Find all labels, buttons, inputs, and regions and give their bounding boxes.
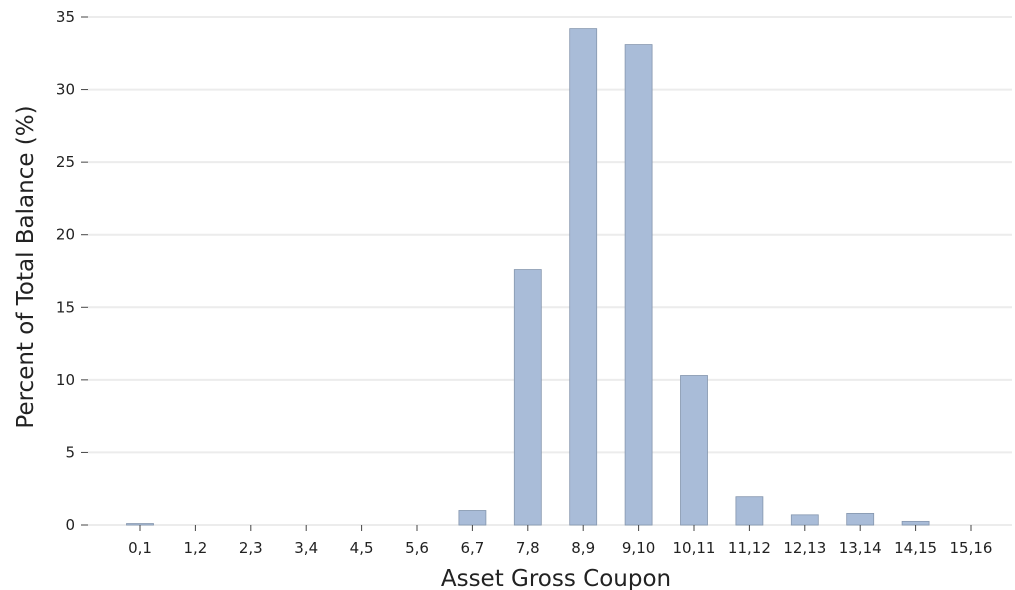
y-tick-label: 30 [56,81,75,99]
x-tick-label: 13,14 [839,539,882,557]
x-tick-label: 0,1 [128,539,152,557]
bar-7-8 [513,269,542,526]
bar-13-14 [846,512,875,526]
x-tick-label: 8,9 [571,539,595,557]
x-tick-label: 11,12 [728,539,771,557]
bar-11-12 [735,496,764,526]
y-tick-label: 35 [56,8,75,26]
x-axis-title: Asset Gross Coupon [441,566,671,590]
x-tick-label: 6,7 [460,539,484,557]
x-tick-label: 2,3 [239,539,263,557]
y-tick-label: 10 [56,371,75,389]
bar-9-10 [624,44,653,526]
bar-0-1 [126,523,154,526]
y-tick-label: 15 [56,298,75,316]
x-tick-label: 7,8 [516,539,540,557]
gridlines [88,16,1012,526]
bar-14-15 [901,520,930,526]
y-tick-label: 5 [65,443,75,461]
bar-8-9 [569,28,598,526]
x-axis-ticks: 0,1 1,2 2,3 3,4 4,5 5,6 6,7 7,8 8,9 9,10 10,11 11,1… [128,525,992,557]
bar-10-11 [680,375,708,526]
x-tick-label: 3,4 [294,539,318,557]
y-axis-title: Percent of Total Balance (%) [13,105,39,428]
x-tick-label: 5,6 [405,539,429,557]
y-tick-label: 0 [65,516,75,534]
x-tick-label: 1,2 [183,539,207,557]
y-tick-label: 25 [56,153,75,171]
bars [126,28,930,526]
y-tick-label: 20 [56,226,75,244]
x-tick-label: 14,15 [894,539,937,557]
y-axis-ticks: 0 5 10 15 20 25 30 35 [56,8,88,534]
x-tick-label: 12,13 [783,539,826,557]
x-tick-label: 4,5 [350,539,374,557]
bar-6-7 [458,510,487,526]
x-tick-label: 10,11 [673,539,716,557]
x-tick-label: 15,16 [950,539,993,557]
x-tick-label: 9,10 [622,539,655,557]
bar-12-13 [790,514,819,526]
